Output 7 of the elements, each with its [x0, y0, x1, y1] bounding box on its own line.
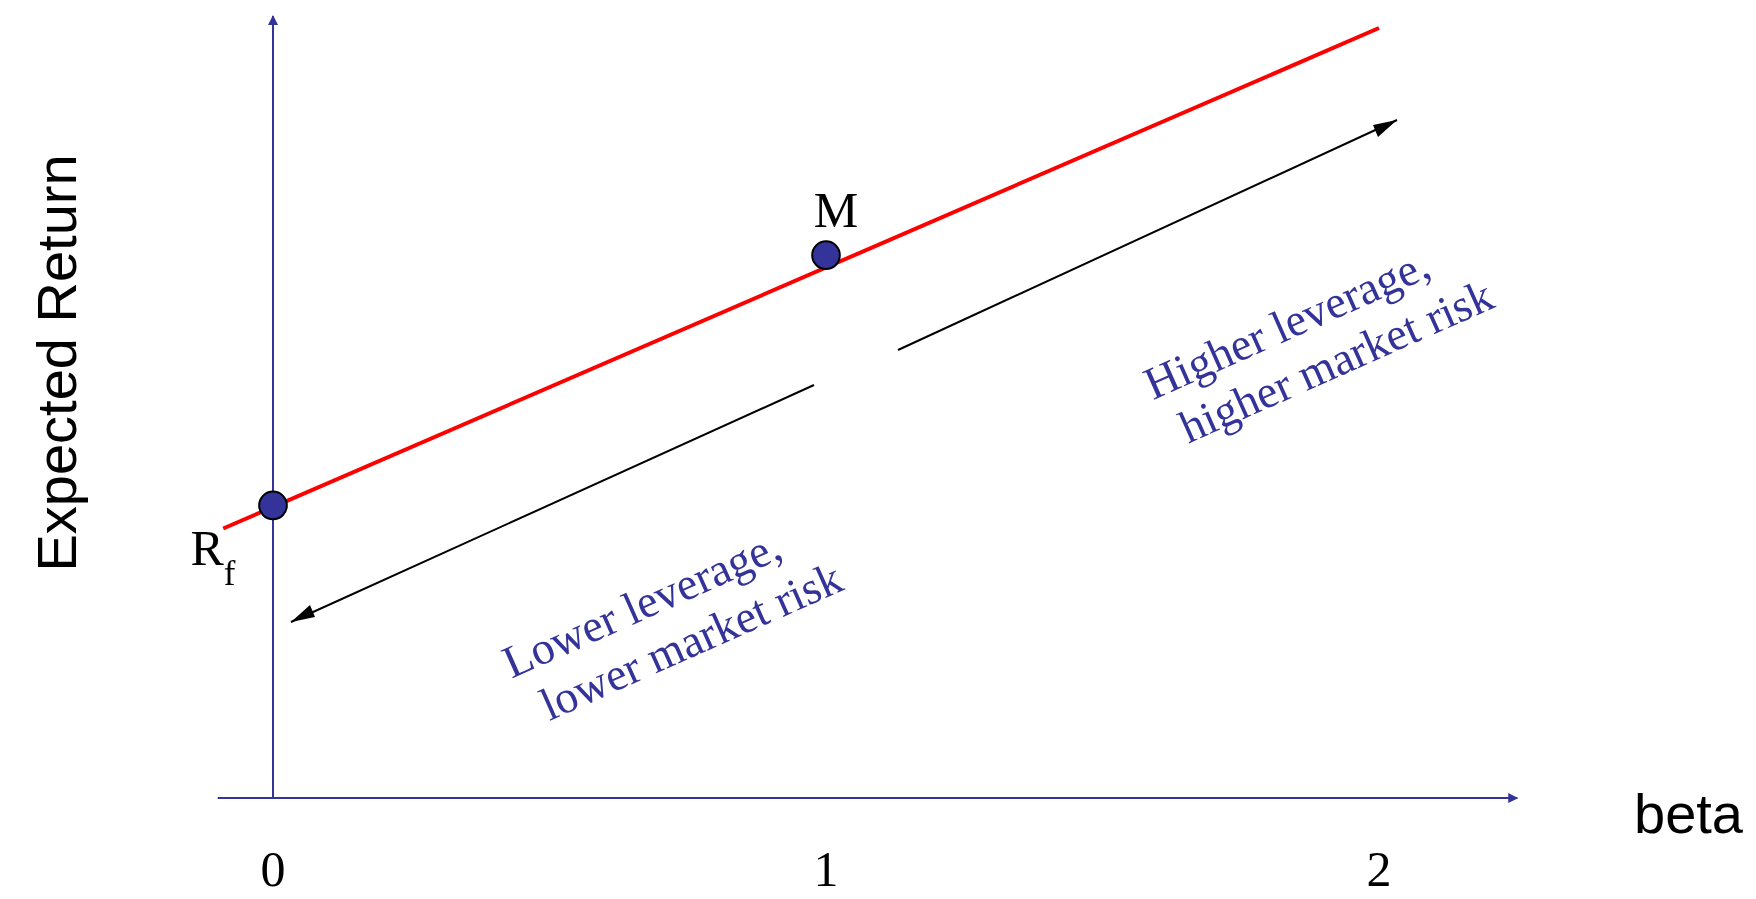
- annotation: M: [813, 182, 859, 239]
- x-tick-label: 1: [813, 841, 839, 897]
- x-tick-label: 0: [260, 841, 286, 897]
- x-tick-label: 2: [1366, 841, 1392, 897]
- annotation: R$_{f}$: [190, 520, 236, 593]
- y-axis-title: Expected Return: [25, 154, 88, 572]
- x-axis-title: beta: [1634, 782, 1744, 845]
